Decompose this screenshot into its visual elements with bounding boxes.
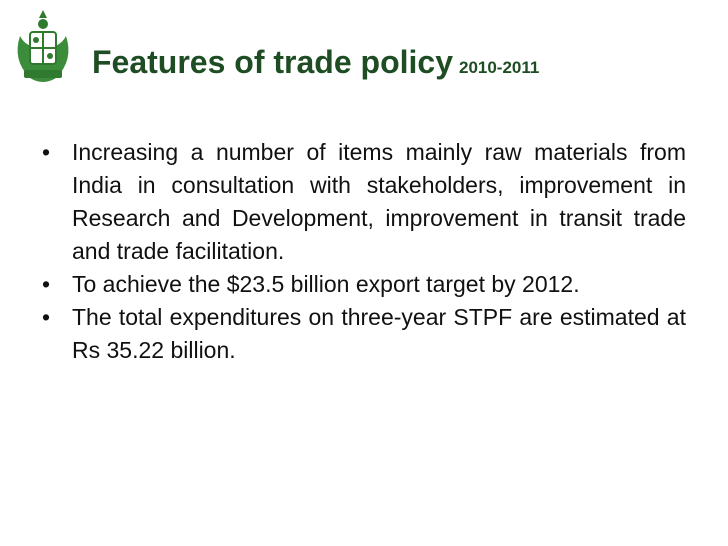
bullet: The total expenditures on three-year STP… xyxy=(42,301,686,367)
slide-title: Features of trade policy 2010-2011 xyxy=(92,44,539,81)
title-years: 2010-2011 xyxy=(458,58,540,77)
bullet-list: Increasing a number of items mainly raw … xyxy=(42,136,686,367)
bullet: Increasing a number of items mainly raw … xyxy=(42,136,686,268)
bullet: To achieve the $23.5 billion export targ… xyxy=(42,268,686,301)
title-text: Features of trade policy xyxy=(92,44,453,80)
emblem xyxy=(17,10,69,82)
